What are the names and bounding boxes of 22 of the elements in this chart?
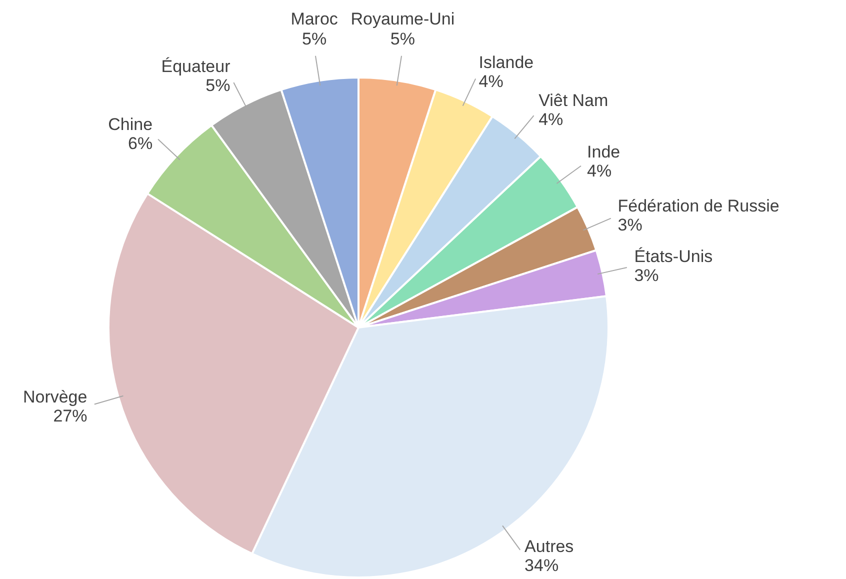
slice-label: Royaume-Uni (350, 9, 455, 28)
slice-label: Chine (108, 115, 153, 134)
slice-label: Viêt Nam (538, 90, 608, 110)
data-label: 4% (587, 161, 612, 180)
data-label: 27% (53, 406, 88, 426)
data-label: 5% (206, 76, 230, 95)
data-label: 4% (538, 110, 564, 129)
data-label: 5% (390, 29, 415, 48)
slice-label: Autres (524, 537, 574, 556)
slice-label: États-Unis (634, 246, 713, 266)
slice-label: Maroc (290, 9, 338, 28)
data-label: 4% (478, 72, 504, 91)
slice-label: Inde (587, 142, 620, 162)
slice-label: Équateur (161, 56, 231, 76)
slice-label: Fédération de Russie (618, 196, 780, 216)
data-label: 3% (634, 266, 659, 285)
data-label: 3% (618, 215, 642, 234)
data-label: 6% (128, 134, 153, 154)
data-label: 5% (302, 29, 327, 48)
data-label: 34% (524, 556, 559, 576)
slice-label: Norvège (22, 387, 88, 406)
slice-label: Islande (478, 52, 534, 72)
